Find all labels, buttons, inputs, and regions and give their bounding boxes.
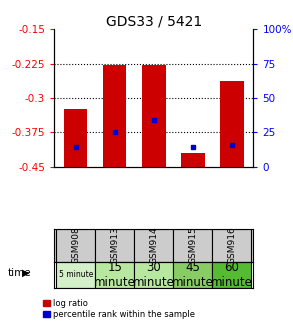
Title: GDS33 / 5421: GDS33 / 5421	[106, 14, 202, 28]
Legend: log ratio, percentile rank within the sample: log ratio, percentile rank within the sa…	[42, 298, 196, 319]
Bar	[142, 65, 166, 166]
Text: time: time	[7, 268, 31, 278]
Bar	[95, 229, 134, 262]
Bar	[56, 262, 95, 288]
Text: ▶: ▶	[22, 268, 30, 278]
Bar	[64, 109, 87, 166]
Bar	[173, 229, 212, 262]
Text: 30
minute: 30 minute	[133, 261, 175, 289]
Bar	[103, 65, 127, 166]
Text: 60
minute: 60 minute	[211, 261, 253, 289]
Bar	[56, 229, 95, 262]
Text: GSM916: GSM916	[227, 227, 236, 265]
Text: GSM914: GSM914	[149, 227, 158, 264]
Bar	[220, 81, 244, 166]
Text: 45
minute: 45 minute	[172, 261, 214, 289]
Text: 15
minute: 15 minute	[94, 261, 136, 289]
Text: GSM915: GSM915	[188, 227, 197, 265]
Bar	[134, 229, 173, 262]
Bar	[134, 262, 173, 288]
Bar	[95, 262, 134, 288]
Bar	[173, 262, 212, 288]
Bar	[212, 262, 251, 288]
Text: GSM908: GSM908	[71, 227, 80, 265]
Bar	[181, 153, 205, 166]
Text: 5 minute: 5 minute	[59, 270, 93, 280]
Bar	[212, 229, 251, 262]
Text: GSM913: GSM913	[110, 227, 119, 265]
